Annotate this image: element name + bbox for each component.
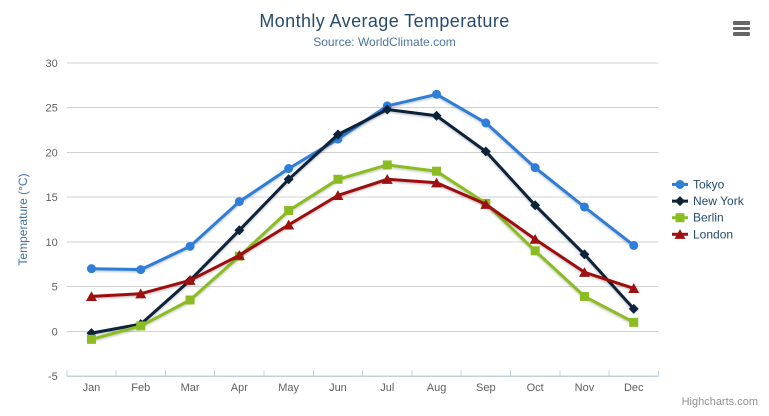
credits-link[interactable]: Highcharts.com: [681, 396, 758, 408]
data-point-new-york[interactable]: [382, 104, 393, 115]
data-point-new-york[interactable]: [480, 146, 491, 157]
data-point-london[interactable]: [578, 267, 590, 277]
data-point-berlin[interactable]: [333, 174, 343, 184]
data-point-tokyo[interactable]: [629, 240, 639, 250]
hamburger-icon: [733, 26, 750, 31]
legend: Tokyo New York Berlin London: [672, 178, 745, 241]
data-point-berlin[interactable]: [284, 206, 294, 216]
y-axis-label: 30: [46, 58, 58, 70]
legend-label: New York: [693, 194, 745, 208]
x-axis-label: Jul: [380, 382, 394, 394]
x-axis-label: Oct: [527, 382, 544, 394]
data-point-tokyo[interactable]: [185, 241, 195, 251]
y-axis-label: 25: [46, 103, 58, 115]
data-point-new-york[interactable]: [332, 129, 343, 140]
data-point-london[interactable]: [529, 233, 541, 244]
legend-marker-diamond: [675, 196, 685, 207]
data-point-tokyo[interactable]: [530, 163, 540, 173]
y-axis-label: 5: [52, 282, 58, 294]
data-point-london[interactable]: [135, 288, 147, 299]
data-point-tokyo[interactable]: [234, 197, 244, 207]
y-axis-label: 10: [46, 237, 58, 249]
data-point-berlin[interactable]: [136, 321, 146, 331]
series-line-berlin: [90, 163, 636, 341]
data-point-berlin[interactable]: [530, 246, 540, 256]
data-point-london[interactable]: [480, 199, 492, 209]
data-point-new-york[interactable]: [431, 110, 442, 121]
data-point-london[interactable]: [381, 174, 393, 184]
legend-marker-circle: [675, 180, 685, 189]
data-point-london[interactable]: [283, 219, 295, 230]
axis-layer: -5 0 5 10 15 20 25 30 Jan Feb Mar Apr May Jun Jul Aug Se…: [16, 58, 659, 394]
series-new-york: [86, 104, 639, 339]
legend-item-new-york[interactable]: New York: [672, 194, 745, 208]
x-axis-label: Aug: [427, 382, 447, 394]
series-line-new-york: [90, 108, 636, 335]
legend-marker-square: [675, 213, 685, 223]
hamburger-icon: [733, 21, 750, 25]
hamburger-icon: [733, 32, 750, 36]
legend-item-london[interactable]: London: [672, 227, 733, 241]
data-point-tokyo[interactable]: [481, 118, 491, 128]
y-axis-label: -5: [48, 371, 58, 383]
data-point-london[interactable]: [233, 250, 245, 260]
data-point-tokyo[interactable]: [579, 202, 589, 212]
legend-item-tokyo[interactable]: Tokyo: [672, 178, 725, 192]
chart-title: Monthly Average Temperature: [259, 11, 510, 31]
x-axis-label: Mar: [181, 382, 200, 394]
y-axis-label: 15: [46, 192, 58, 204]
y-axis-title: Temperature (°C): [16, 173, 30, 265]
data-point-berlin[interactable]: [86, 334, 96, 344]
data-point-berlin[interactable]: [629, 317, 639, 327]
data-point-london[interactable]: [85, 291, 97, 302]
legend-label: Berlin: [693, 211, 724, 225]
x-axis-label: Sep: [476, 382, 496, 394]
data-point-berlin[interactable]: [579, 291, 589, 301]
data-point-london[interactable]: [431, 177, 443, 188]
x-axis-label: Jun: [329, 382, 347, 394]
legend-marker-triangle: [674, 229, 686, 239]
legend-label: London: [693, 227, 733, 241]
data-point-new-york[interactable]: [628, 303, 639, 314]
x-axis-label: Feb: [131, 382, 150, 394]
data-point-tokyo[interactable]: [86, 264, 96, 274]
series-layer: [85, 89, 640, 344]
x-axis-label: Apr: [231, 382, 248, 394]
x-axis-label: Nov: [575, 382, 595, 394]
series-line-london: [90, 177, 636, 298]
x-axis-label: May: [278, 382, 299, 394]
context-menu-button[interactable]: [731, 19, 752, 38]
y-axis-label: 0: [52, 326, 58, 338]
series-london: [85, 174, 640, 302]
data-point-tokyo[interactable]: [136, 265, 146, 275]
data-point-new-york[interactable]: [579, 249, 590, 260]
chart-subtitle: Source: WorldClimate.com: [313, 35, 456, 49]
data-point-london[interactable]: [184, 275, 196, 285]
data-point-berlin[interactable]: [185, 295, 195, 305]
x-axis-label: Dec: [624, 382, 644, 394]
data-point-london[interactable]: [332, 190, 344, 200]
legend-label: Tokyo: [693, 178, 725, 192]
data-point-new-york[interactable]: [283, 174, 294, 185]
y-axis-label: 20: [46, 147, 58, 159]
data-point-new-york[interactable]: [234, 225, 245, 236]
data-point-tokyo[interactable]: [432, 89, 442, 99]
data-point-new-york[interactable]: [530, 200, 541, 211]
data-point-london[interactable]: [628, 283, 640, 293]
legend-item-berlin[interactable]: Berlin: [672, 211, 724, 225]
series-tokyo: [86, 89, 639, 275]
data-point-tokyo[interactable]: [284, 164, 294, 174]
data-point-berlin[interactable]: [432, 166, 442, 176]
x-axis-label: Jan: [83, 382, 101, 394]
data-point-berlin[interactable]: [382, 160, 392, 170]
